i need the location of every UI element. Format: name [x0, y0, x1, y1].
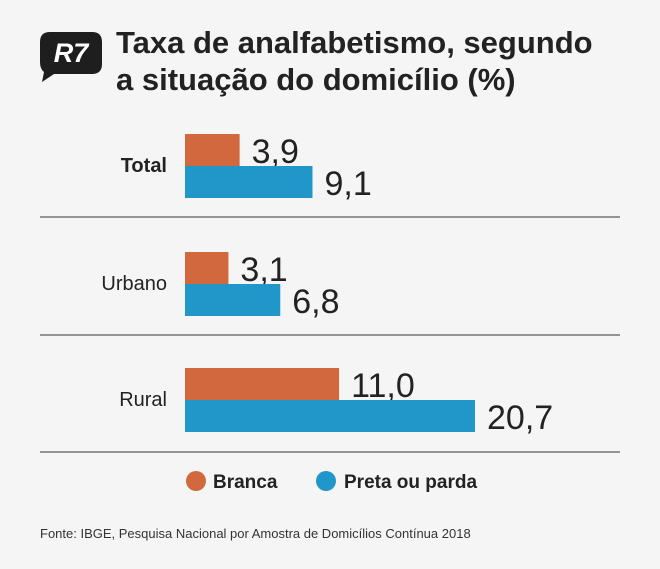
bar — [185, 166, 313, 198]
bar — [185, 284, 281, 316]
category-label: Rural — [119, 389, 167, 411]
title-line-1: Taxa de analfabetismo, segundo — [116, 25, 593, 60]
data-label: 6,8 — [292, 283, 339, 321]
title-line-2: a situação do domicílio (%) — [116, 62, 516, 97]
logo-badge-shape — [40, 32, 102, 82]
data-label: 3,9 — [252, 133, 299, 171]
legend-label: Branca — [213, 472, 278, 493]
data-label: 9,1 — [324, 165, 371, 203]
data-label: 11,0 — [351, 367, 415, 405]
logo-text: R7 — [54, 38, 90, 68]
bar — [185, 368, 340, 400]
chart-title: Taxa de analfabetismo, segundo a situaçã… — [116, 24, 636, 98]
bar — [185, 400, 475, 432]
r7-logo: R7 — [40, 32, 102, 82]
bar-chart: Total 3,9 9,1 Urbano 3,16,8 Rural 11,0 20,7 Bran… — [40, 133, 620, 493]
source-note: Fonte: IBGE, Pesquisa Nacional por Amost… — [40, 526, 471, 541]
category-label: Total — [121, 155, 167, 177]
data-label: 3,1 — [240, 251, 287, 289]
bar — [185, 134, 240, 166]
data-label: 20,7 — [487, 399, 553, 437]
legend-swatch — [186, 471, 206, 491]
category-label: Urbano — [101, 273, 167, 295]
legend-label: Preta ou parda — [344, 472, 477, 493]
bar — [185, 252, 229, 284]
legend-swatch — [316, 471, 336, 491]
